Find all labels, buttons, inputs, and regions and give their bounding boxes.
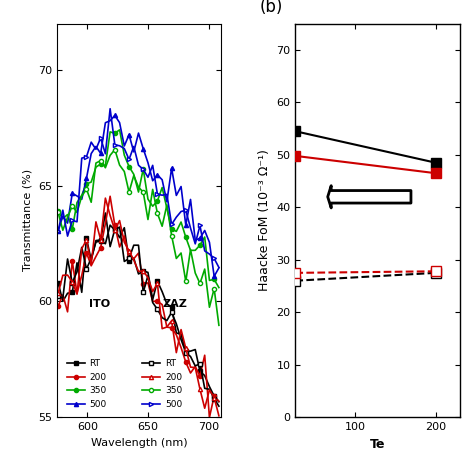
X-axis label: Te: Te — [370, 438, 385, 450]
X-axis label: Wavelength (nm): Wavelength (nm) — [91, 438, 187, 447]
Y-axis label: Transmittance (%): Transmittance (%) — [22, 169, 32, 272]
Y-axis label: Haacke FoM (10⁻³ Ω⁻¹): Haacke FoM (10⁻³ Ω⁻¹) — [258, 149, 271, 292]
Text: (b): (b) — [259, 0, 283, 16]
Legend: RT, 200, 350, 500: RT, 200, 350, 500 — [139, 356, 186, 412]
Text: ZAZ: ZAZ — [163, 299, 188, 309]
Text: ITO: ITO — [89, 299, 110, 309]
